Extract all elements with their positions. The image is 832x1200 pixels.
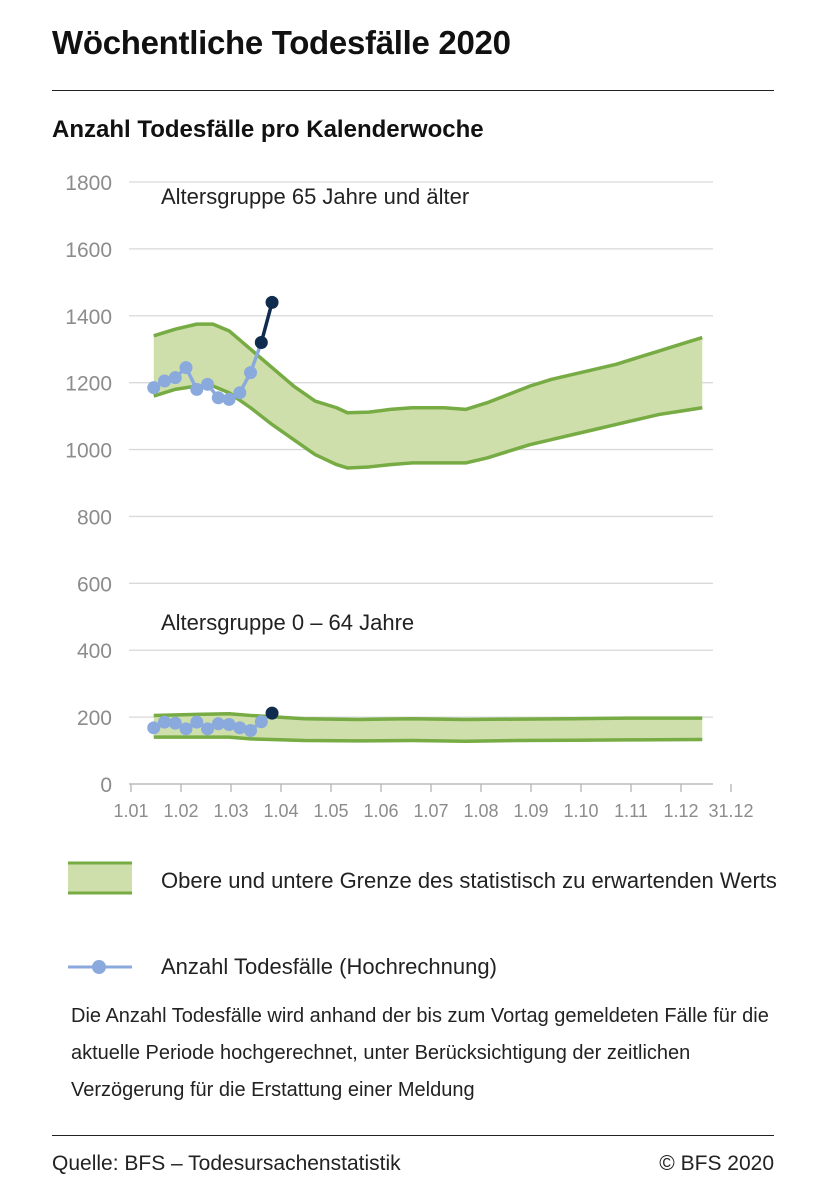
expected-range-bands [153,322,703,743]
series-point [158,715,172,729]
series-point [233,721,247,735]
grid-lines [129,181,713,785]
series-point [222,392,236,406]
band-upper-limit [153,712,703,722]
x-tick-label: 1.03 [213,801,248,821]
series-point [265,706,279,720]
x-tick-label: 1.09 [513,801,548,821]
panel-label: Altersgruppe 0 – 64 Jahre [161,610,414,635]
panel-label: Altersgruppe 65 Jahre und älter [161,184,469,209]
panel-labels: Altersgruppe 65 Jahre und älter Altersgru… [161,184,469,635]
legend-series-swatch [68,960,132,974]
x-tick-label: 1.01 [113,801,148,821]
expected-range-band [153,713,703,742]
series-point [158,374,172,388]
series-point [201,377,215,391]
x-tick-label: 31.12 [708,801,753,821]
series-point [254,336,268,350]
series-point [147,721,161,735]
series-point [179,722,193,736]
methodology-note: Die Anzahl Todesfälle wird anhand der bi… [71,1005,769,1101]
x-tick-label: 1.11 [614,801,648,821]
series-point [254,715,268,729]
series-point [201,722,215,736]
y-axis: 0 200 400 600 800 1000 1200 1400 1600 1800 [65,172,112,797]
x-tick-label: 1.08 [463,801,498,821]
series-point [222,717,236,731]
y-tick-label: 1200 [65,373,112,396]
x-tick-label: 1.02 [163,801,198,821]
band-upper-limit [153,322,703,415]
x-tick-label: 1.06 [363,801,398,821]
y-tick-label: 400 [77,640,112,663]
series-point [211,717,225,731]
x-tick-label: 1.07 [413,801,448,821]
y-tick-label: 200 [77,707,112,730]
series-line-recent [259,301,274,343]
source-note: Quelle: BFS – Todesursachenstatistik [52,1152,401,1175]
chart-subtitle: Anzahl Todesfälle pro Kalenderwoche [52,116,484,143]
x-axis: 1.01 1.02 1.03 1.04 1.05 1.06 1.07 1.08 1.09 1.10… [113,783,754,821]
series-point [265,295,279,309]
y-tick-label: 1400 [65,306,112,329]
copyright-note: © BFS 2020 [659,1152,774,1175]
x-tick-label: 1.05 [313,801,348,821]
death-count-series [147,295,279,737]
series-point [211,391,225,405]
legend-series-label: Anzahl Todesfälle (Hochrechnung) [161,954,497,979]
series-point [190,382,204,396]
x-tick-label: 1.12 [663,801,698,821]
page-title: Wöchentliche Todesfälle 2020 [52,24,511,61]
series-point [168,371,182,385]
y-tick-label: 1600 [65,239,112,262]
series-point [190,715,204,729]
series-point [147,381,161,395]
band-lower-limit [153,735,703,743]
series-point [179,361,193,375]
x-tick-label: 1.10 [563,801,598,821]
y-tick-label: 1000 [65,440,112,463]
expected-range-band [153,324,703,468]
series-point [233,386,247,400]
legend-band-label: Obere und untere Grenze des statistisch … [161,868,777,893]
y-tick-label: 800 [77,506,112,529]
series-point [244,723,258,737]
series-point [244,366,258,380]
x-tick-label: 1.04 [263,801,298,821]
legend-band-swatch [68,861,132,895]
series-point [168,716,182,730]
y-tick-label: 1800 [65,172,112,195]
title-divider [52,90,774,91]
footer-divider [52,1135,774,1136]
y-tick-label: 600 [77,573,112,596]
y-tick-label: 0 [100,774,112,797]
